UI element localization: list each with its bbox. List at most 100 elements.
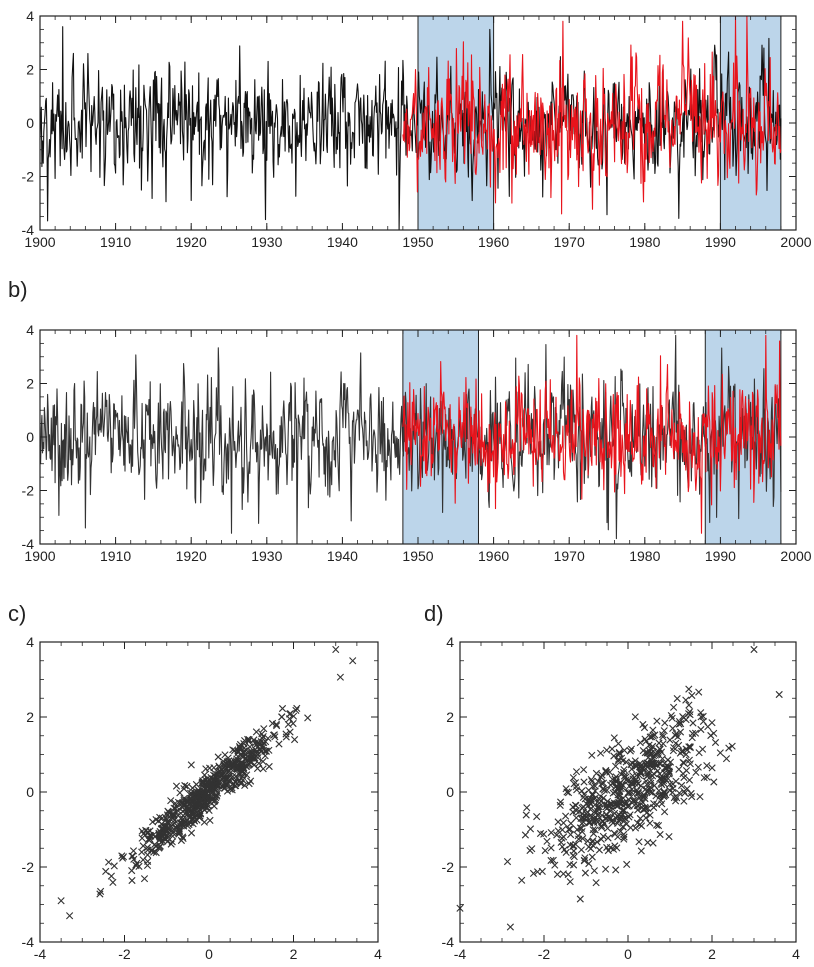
x-tick-labels: -4 -2 0 2 4 <box>34 946 382 962</box>
d-point-240 <box>670 744 678 752</box>
c-point-526 <box>240 766 248 774</box>
d-point-79 <box>533 868 542 876</box>
d-point-534 <box>643 749 651 757</box>
d-point-409 <box>597 792 605 800</box>
d-point-279 <box>668 714 676 722</box>
d-point-528 <box>591 794 599 802</box>
c-point-549 <box>187 815 195 823</box>
b-x-tick-label-4: 1940 <box>327 548 358 564</box>
c-point-527 <box>102 867 110 875</box>
c-point-586 <box>256 745 264 753</box>
d-point-481 <box>658 800 666 808</box>
d-y-tick-label-4: 4 <box>446 634 454 650</box>
c-y-tick-label-1: -2 <box>22 859 35 875</box>
c-point-602 <box>332 645 340 654</box>
d-point-295 <box>573 826 581 834</box>
d-point-388 <box>563 788 571 796</box>
d-point-385 <box>573 786 581 794</box>
d-point-462 <box>653 821 661 829</box>
c-point-585 <box>128 876 136 885</box>
c-point-289 <box>228 786 236 794</box>
d-point-498 <box>622 773 630 781</box>
d-point-305 <box>610 734 618 742</box>
d-point-180 <box>637 822 646 830</box>
c-point-375 <box>259 765 267 773</box>
c-point-413 <box>158 814 166 822</box>
d-point-436 <box>669 724 677 732</box>
c-point-496 <box>119 854 127 862</box>
c-point-583 <box>190 815 198 823</box>
b-y-tick-label-2: 0 <box>26 429 34 445</box>
d-point-247 <box>685 776 694 784</box>
a-x-tick-label-5: 1950 <box>402 234 433 250</box>
c-point-451 <box>195 814 204 822</box>
d-point-455 <box>526 825 535 833</box>
d-point-238 <box>547 829 555 837</box>
d-point-392 <box>612 773 620 781</box>
d-point-335 <box>592 879 600 887</box>
d-point-188 <box>680 759 688 767</box>
d-point-233 <box>610 829 618 837</box>
d-point-104 <box>649 726 657 734</box>
d-point-476 <box>533 813 541 821</box>
d-point-325 <box>633 819 642 827</box>
d-point-297 <box>728 742 736 750</box>
d-point-465 <box>680 797 688 805</box>
d-point-291 <box>591 807 599 816</box>
d-point-508 <box>640 805 648 814</box>
d-point-546 <box>617 785 625 793</box>
a-x-tick-label-8: 1980 <box>629 234 660 250</box>
d-point-120 <box>703 773 711 781</box>
d-point-244 <box>686 708 694 716</box>
d-point-447 <box>595 805 603 813</box>
d-point-580 <box>648 743 656 751</box>
d-point-218 <box>590 867 598 875</box>
series-lines <box>39 15 782 231</box>
d-point-113 <box>659 733 667 741</box>
c-point-559 <box>215 779 223 787</box>
panel-label-d: d) <box>424 601 444 626</box>
d-point-552 <box>614 812 622 820</box>
d-point-86 <box>644 769 652 777</box>
d-point-268 <box>595 846 603 854</box>
c-point-425 <box>144 851 152 859</box>
d-point-286 <box>708 764 716 772</box>
c-point-446 <box>286 728 294 736</box>
c-point-417 <box>278 713 286 721</box>
c-point-194 <box>232 779 240 787</box>
d-point-585 <box>673 794 681 802</box>
d-point-571 <box>571 801 579 809</box>
c-point-538 <box>215 772 223 781</box>
c-point-531 <box>170 810 178 818</box>
d-point-164 <box>626 747 634 755</box>
b-x-tick-label-0: 1900 <box>24 548 55 564</box>
c-point-577 <box>222 775 230 783</box>
d-point-186 <box>675 718 684 726</box>
d-point-461 <box>577 846 585 854</box>
c-point-169 <box>252 728 260 736</box>
d-point-145 <box>656 830 664 839</box>
d-point-400 <box>662 775 670 783</box>
d-point-557 <box>572 814 580 822</box>
d-point-558 <box>634 802 642 810</box>
d-point-433 <box>673 695 681 703</box>
d-point-80 <box>678 747 686 755</box>
c-point-576 <box>285 715 294 723</box>
c-point-548 <box>179 798 187 806</box>
d-point-214 <box>594 803 602 811</box>
d-point-235 <box>576 895 584 903</box>
d-point-523 <box>639 747 647 755</box>
series-lines <box>39 334 782 545</box>
d-point-486 <box>611 842 619 850</box>
c-point-572 <box>156 827 164 836</box>
b-y-tick-label-0: -4 <box>22 536 35 552</box>
c-point-374 <box>221 751 229 759</box>
d-point-151 <box>691 729 700 737</box>
d-point-225 <box>580 778 588 786</box>
c-point-582 <box>231 747 239 755</box>
c-point-479 <box>181 781 189 790</box>
d-point-318 <box>650 770 658 778</box>
c-point-397 <box>149 818 157 826</box>
d-point-568 <box>603 801 611 809</box>
d-point-512 <box>591 787 599 795</box>
